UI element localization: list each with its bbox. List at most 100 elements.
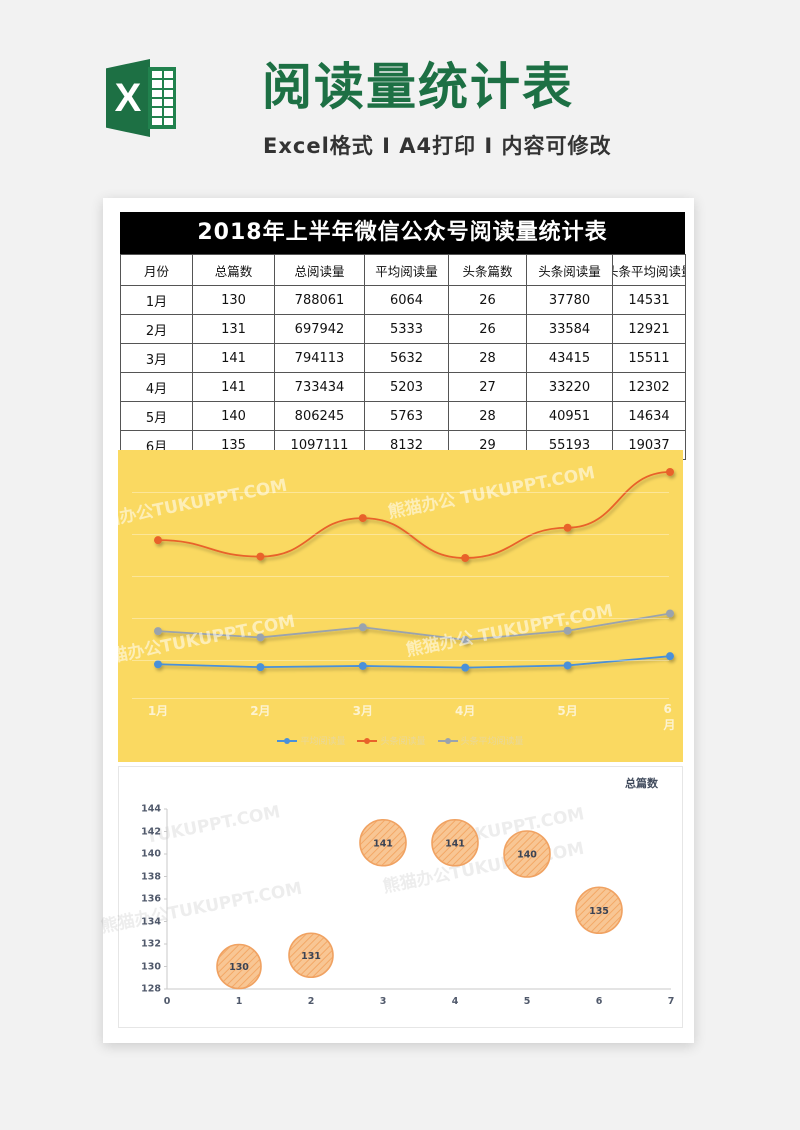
bubble-value-label: 140	[517, 850, 537, 861]
page-banner: X 阅读量统计表 Excel格式 Ⅰ A4打印 Ⅰ 内容可修改	[0, 0, 800, 190]
column-header-total-articles: 总篇数	[192, 254, 275, 286]
document-page: 2018年上半年微信公众号阅读量统计表 月份 总篇数 总阅读量 平均阅读量 头条…	[99, 198, 694, 1043]
cell-value: 5632	[364, 343, 449, 373]
legend-item[interactable]: 平均阅读量	[277, 734, 345, 747]
legend-label: 平均阅读量	[300, 737, 346, 747]
line-chart-x-tick: 4月	[455, 704, 476, 718]
cell-value: 12302	[612, 372, 686, 402]
legend-marker-icon	[357, 737, 378, 745]
bubble-chart-y-tick: 134	[141, 916, 161, 927]
cell-value: 37780	[526, 285, 613, 315]
bubble-chart-axes: 130 131 141 141 140 135	[164, 808, 671, 990]
line-chart-gridlines	[118, 450, 683, 762]
bubble-chart-legend-label: 总篇数	[625, 777, 658, 790]
bubble-chart-x-tick: 0	[163, 996, 171, 1007]
table-header-row: 月份 总篇数 总阅读量 平均阅读量 头条篇数 头条阅读量 头条平均阅读量	[120, 254, 686, 286]
cell-value: 794113	[274, 343, 365, 373]
line-chart-x-tick: 5月	[557, 704, 578, 718]
column-header-headline-articles: 头条篇数	[448, 254, 527, 286]
bubble-chart: 总篇数 TUKUPPT.COM TUKUPPT.COM 熊猫办公TUKUPPT.…	[99, 766, 683, 1028]
cell-value: 5333	[364, 314, 449, 344]
cell-value: 26	[448, 314, 527, 344]
column-header-headline-average-reads: 头条平均阅读量	[612, 254, 686, 286]
cell-value: 28	[448, 343, 527, 373]
bubble-value-label: 141	[373, 838, 393, 849]
line-chart-x-tick: 2月	[250, 704, 271, 718]
line-chart-x-axis: 1月 2月 3月 4月 5月 6月	[118, 702, 683, 732]
statistics-table: 月份 总篇数 总阅读量 平均阅读量 头条篇数 头条阅读量 头条平均阅读量 1月1…	[120, 254, 686, 460]
cell-month: 5月	[120, 401, 193, 431]
cell-value: 5763	[364, 401, 449, 431]
table-row: 3月 141 794113 5632 28 43415 15511	[120, 343, 686, 373]
line-chart-plot	[154, 468, 674, 672]
cell-value: 6064	[364, 285, 449, 315]
bubble-value-label: 135	[589, 906, 609, 917]
banner-title: 阅读量统计表	[262, 58, 574, 116]
bubble-chart-x-tick: 2	[307, 996, 315, 1007]
bubble-chart-y-tick: 130	[141, 961, 161, 972]
legend-marker-icon	[437, 737, 458, 745]
cell-month: 4月	[120, 372, 193, 402]
cell-value: 14634	[612, 401, 686, 431]
line-chart-legend: 平均阅读量 头条阅读量 头条平均阅读量	[118, 734, 683, 747]
cell-value: 26	[448, 285, 527, 315]
cell-value: 43415	[526, 343, 613, 373]
cell-value: 788061	[274, 285, 365, 315]
legend-item[interactable]: 头条平均阅读量	[437, 734, 524, 747]
line-chart-x-tick: 3月	[352, 704, 373, 718]
bubble-chart-x-tick: 5	[523, 996, 531, 1007]
cell-value: 131	[192, 314, 275, 344]
column-header-total-reads: 总阅读量	[274, 254, 365, 286]
cell-value: 697942	[274, 314, 365, 344]
column-header-average-reads: 平均阅读量	[364, 254, 449, 286]
banner-subtitle: Excel格式 Ⅰ A4打印 Ⅰ 内容可修改	[263, 134, 612, 158]
legend-marker-icon	[277, 737, 298, 745]
cell-value: 140	[192, 401, 275, 431]
line-chart-x-tick: 6月	[663, 702, 676, 732]
line-chart: 熊猫办公TUKUPPT.COM 熊猫办公 TUKUPPT.COM 熊猫办公TUK…	[118, 450, 683, 762]
bubble-chart-x-tick: 7	[667, 996, 675, 1007]
cell-value: 12921	[612, 314, 686, 344]
bubble-chart-y-tick: 138	[141, 871, 161, 882]
cell-value: 14531	[612, 285, 686, 315]
legend-label: 头条平均阅读量	[460, 737, 524, 747]
table-row: 1月 130 788061 6064 26 37780 14531	[120, 285, 686, 315]
bubble-chart-x-tick: 6	[595, 996, 603, 1007]
sheet-title: 2018年上半年微信公众号阅读量统计表	[120, 212, 685, 254]
cell-value: 141	[192, 343, 275, 373]
legend-item[interactable]: 头条阅读量	[357, 734, 426, 747]
bubble-chart-x-tick: 1	[235, 996, 243, 1007]
statistics-sheet: 2018年上半年微信公众号阅读量统计表 月份 总篇数 总阅读量 平均阅读量 头条…	[120, 212, 686, 460]
line-chart-x-tick: 1月	[147, 704, 169, 718]
table-row: 2月 131 697942 5333 26 33584 12921	[120, 314, 686, 344]
bubble-value-label: 141	[445, 838, 465, 849]
cell-value: 40951	[526, 401, 613, 431]
cell-value: 130	[192, 285, 275, 315]
bubble-chart-x-tick: 4	[451, 996, 459, 1007]
column-header-month: 月份	[120, 254, 193, 286]
bubble-chart-x-tick: 3	[379, 996, 387, 1007]
excel-logo-body	[106, 59, 150, 137]
excel-logo-grid	[152, 71, 173, 125]
excel-logo-icon: X	[106, 57, 176, 139]
cell-value: 28	[448, 401, 527, 431]
cell-value: 806245	[274, 401, 365, 431]
bubble-chart-y-tick: 132	[141, 938, 161, 950]
bubble-chart-y-tick: 142	[141, 826, 161, 837]
cell-month: 1月	[120, 285, 193, 315]
excel-logo-letter: X	[114, 76, 142, 120]
cell-value: 733434	[274, 372, 365, 402]
bubble-value-label: 130	[229, 962, 249, 973]
cell-month: 3月	[120, 343, 193, 373]
bubble-chart-y-tick: 128	[141, 983, 161, 995]
cell-month: 2月	[120, 314, 193, 344]
bubble-chart-y-tick: 144	[141, 803, 161, 815]
cell-value: 33584	[526, 314, 613, 344]
cell-value: 27	[448, 372, 527, 402]
bubble-chart-y-tick: 140	[141, 848, 161, 860]
bubble-value-label: 131	[301, 951, 321, 962]
cell-value: 33220	[526, 372, 613, 402]
column-header-headline-reads: 头条阅读量	[526, 254, 613, 286]
cell-value: 15511	[612, 343, 686, 373]
table-row: 6月 135 1097111 8132 29 55193 19037	[120, 430, 686, 460]
